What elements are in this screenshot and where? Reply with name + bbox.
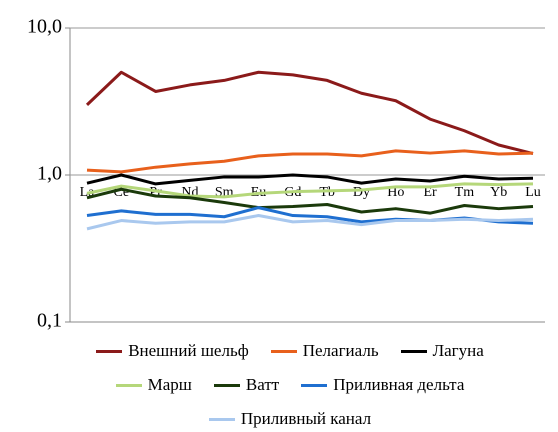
x-tick-label: Ho: [387, 185, 404, 200]
x-tick-label: Yb: [490, 185, 507, 200]
legend-item: Пелагиаль: [270, 340, 379, 362]
legend-label: Марш: [147, 375, 192, 394]
legend-label: Внешний шельф: [128, 341, 249, 360]
legend-swatch: [208, 417, 235, 421]
x-tick-label: Dy: [353, 185, 370, 200]
legend-label: Лагуна: [432, 341, 484, 360]
legend-item: Ватт: [213, 374, 280, 396]
legend-swatch: [270, 349, 297, 353]
legend-swatch: [213, 383, 240, 387]
legend-item: Лагуна: [400, 340, 484, 362]
series-line: [86, 182, 534, 199]
series-line: [86, 173, 534, 186]
x-tick-label: Er: [423, 185, 437, 200]
x-tick-label: Tm: [455, 185, 475, 200]
legend-swatch: [96, 349, 123, 353]
legend-swatch: [400, 349, 427, 353]
legend: Внешний шельф Пелагиаль Лагуна Марш Ватт Прил…: [40, 340, 540, 430]
y-tick-label: 10,0: [27, 16, 62, 38]
legend-label: Пелагиаль: [302, 341, 379, 360]
legend-swatch: [115, 383, 142, 387]
series-line: [86, 214, 534, 231]
legend-item: Марш: [115, 374, 192, 396]
legend-item: Приливный канал: [208, 408, 372, 430]
x-tick-label: Lu: [525, 185, 541, 200]
legend-item: Внешний шельф: [96, 340, 249, 362]
legend-item: Приливная дельта: [301, 374, 464, 396]
legend-swatch: [301, 383, 328, 387]
chart: 10,01,00,1La Ce Pr Nd Sm Eu Gd Tb Dy Ho Er Tm Yb Lu: [27, 16, 545, 332]
series-line: [86, 187, 534, 215]
legend-label: Приливная дельта: [333, 375, 465, 394]
y-tick-label: 1,0: [37, 163, 62, 185]
legend-label: Приливный канал: [240, 409, 372, 428]
legend-label: Ватт: [245, 375, 280, 394]
y-tick-label: 0,1: [37, 310, 62, 332]
series-line: [86, 149, 534, 174]
series-line: [85, 70, 534, 155]
x-tick-label: Tb: [319, 185, 335, 200]
